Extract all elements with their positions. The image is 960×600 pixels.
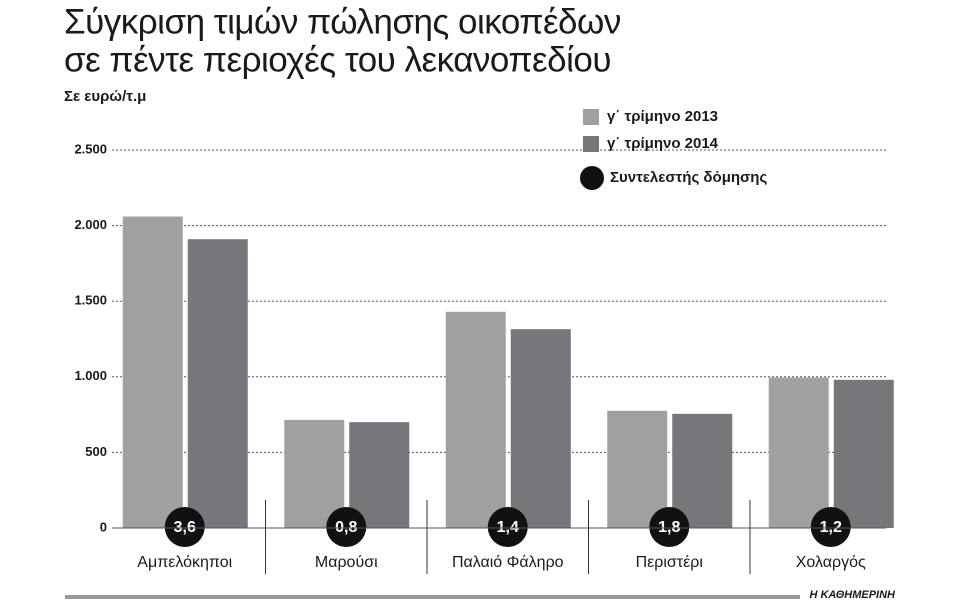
y-tick-label: 2.500 bbox=[74, 141, 107, 156]
x-tick-label: Παλαιό Φάληρο bbox=[452, 554, 564, 571]
coefficient-marker bbox=[164, 507, 205, 547]
bar bbox=[284, 419, 345, 528]
bar bbox=[607, 410, 668, 528]
legend-label: γ΄ τρίμηνο 2014 bbox=[607, 135, 719, 152]
y-tick-label: 1.500 bbox=[74, 293, 107, 308]
legend-swatch bbox=[580, 166, 604, 190]
coefficient-marker bbox=[649, 507, 690, 547]
bar bbox=[510, 329, 571, 528]
coefficient-marker bbox=[810, 507, 851, 547]
legend-label: γ΄ τρίμηνο 2013 bbox=[607, 108, 718, 125]
x-tick-label: Χολαργός bbox=[796, 554, 866, 571]
legend-label: Συντελεστής δόμησης bbox=[610, 169, 767, 186]
bar bbox=[349, 422, 410, 528]
chart-title: Σύγκριση τιμών πώλησης οικοπέδων bbox=[64, 2, 621, 41]
chart-title: σε πέντε περιοχές του λεκανοπεδίου bbox=[64, 40, 611, 79]
coefficient-marker bbox=[487, 507, 528, 547]
y-tick-label: 1.000 bbox=[74, 368, 107, 383]
bar bbox=[768, 377, 829, 528]
source: Η ΚΑΘΗΜΕΡΙΝΗ bbox=[809, 589, 896, 600]
y-tick-label: 2.000 bbox=[74, 217, 107, 232]
chart-subtitle: Σε ευρώ/τ.μ bbox=[64, 88, 146, 105]
bar bbox=[672, 413, 733, 528]
x-tick-label: Αμπελόκηποι bbox=[137, 554, 232, 571]
bar bbox=[187, 239, 248, 528]
x-tick-label: Περιστέρι bbox=[636, 554, 704, 571]
bar bbox=[833, 379, 894, 528]
x-tick-label: Μαρούσι bbox=[315, 554, 378, 571]
coefficient-marker bbox=[326, 507, 367, 547]
y-tick-label: 0 bbox=[100, 519, 107, 534]
legend-swatch bbox=[583, 136, 599, 152]
bar bbox=[122, 216, 183, 528]
legend-swatch bbox=[583, 109, 599, 125]
bar bbox=[445, 311, 506, 528]
y-tick-label: 500 bbox=[85, 444, 107, 459]
